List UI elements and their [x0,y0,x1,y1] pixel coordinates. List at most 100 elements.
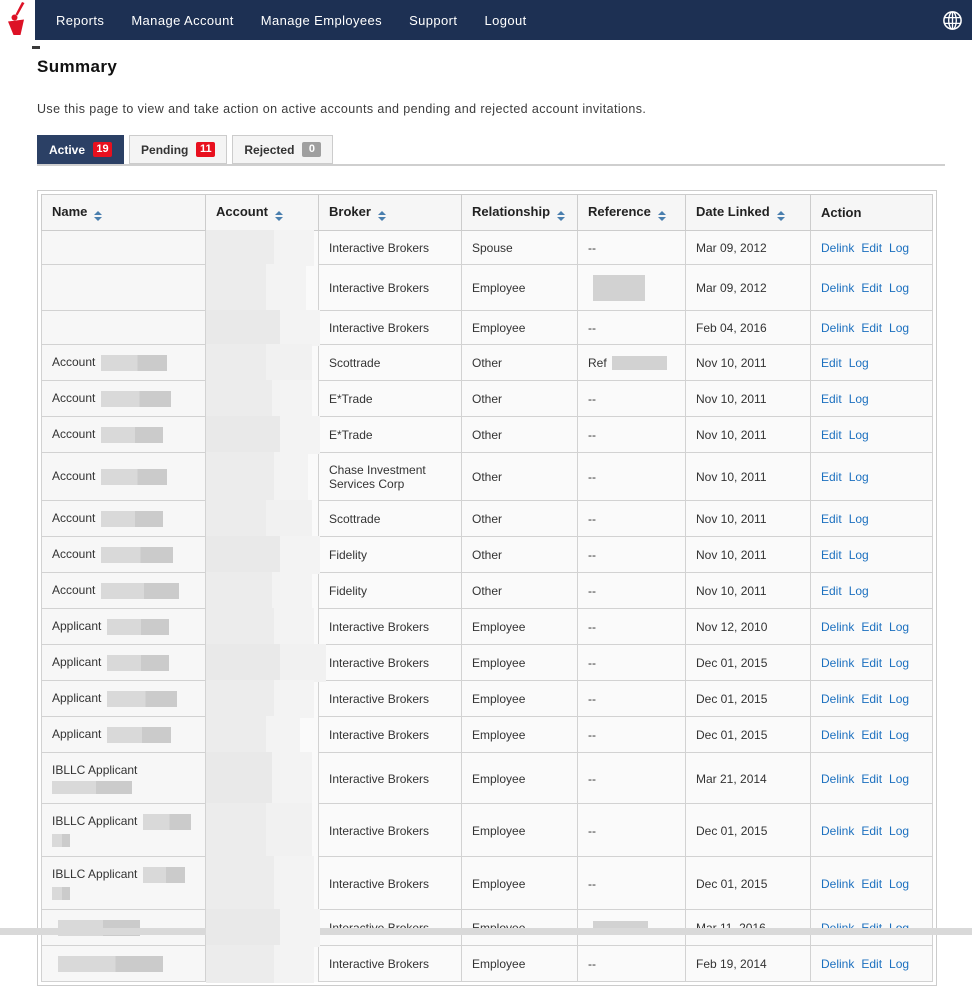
account-cell [206,500,319,538]
tab-bar: Active 19 Pending 11 Rejected 0 [37,135,945,166]
relationship-cell: Other [462,417,578,453]
action-link-edit[interactable]: Edit [821,392,842,406]
relationship-cell: Other [462,573,578,609]
action-link-log[interactable]: Log [889,876,910,891]
redacted-name-block [107,619,170,635]
action-link-edit[interactable]: Edit [821,584,842,598]
date-linked-cell: Nov 10, 2011 [686,501,811,537]
tab-pending[interactable]: Pending 11 [129,135,228,164]
action-link-log[interactable]: Log [889,241,910,255]
action-link-log[interactable]: Log [848,548,869,562]
action-link-delink[interactable]: Delink [821,321,855,335]
reference-text: -- [588,584,596,598]
nav-item-manage-employees[interactable]: Manage Employees [260,12,383,28]
broker-cell: Interactive Brokers [319,645,462,681]
action-link-log[interactable]: Log [889,281,910,295]
header-broker[interactable]: Broker [319,194,462,231]
action-link-edit[interactable]: Edit [821,548,842,562]
redacted-reference-block [611,356,667,371]
broker-cell: Interactive Brokers [319,804,462,857]
action-link-delink[interactable]: Delink [821,771,855,786]
action-link-edit[interactable]: Edit [821,356,842,370]
name-cell: Account [41,417,206,453]
action-link-edit[interactable]: Edit [861,656,883,670]
relationship-cell: Other [462,501,578,537]
action-link-log[interactable]: Log [889,957,910,971]
header-reference[interactable]: Reference [578,194,686,231]
action-link-edit[interactable]: Edit [861,876,883,891]
sort-icon [94,211,103,221]
reference-text: Ref [588,355,607,370]
action-link-edit[interactable]: Edit [861,823,883,838]
action-link-delink[interactable]: Delink [821,241,855,255]
action-link-edit[interactable]: Edit [821,470,842,484]
action-link-edit[interactable]: Edit [861,692,883,706]
action-link-log[interactable]: Log [889,823,910,838]
action-link-log[interactable]: Log [848,428,869,442]
brand-logo[interactable] [0,0,35,40]
action-link-edit[interactable]: Edit [861,321,883,335]
action-link-log[interactable]: Log [848,470,869,484]
action-link-log[interactable]: Log [889,620,910,634]
account-cell [206,716,319,754]
header-name[interactable]: Name [41,194,206,231]
nav-item-logout[interactable]: Logout [484,12,527,28]
action-link-edit[interactable]: Edit [821,512,842,526]
name-text: Account [52,547,96,562]
action-link-edit[interactable]: Edit [861,771,883,786]
reference-cell: -- [578,681,686,717]
reference-cell: -- [578,231,686,265]
nav-item-manage-account[interactable]: Manage Account [131,12,234,28]
action-link-log[interactable]: Log [889,321,910,335]
name-text: Applicant [52,619,102,634]
action-link-delink[interactable]: Delink [821,823,855,838]
tab-active[interactable]: Active 19 [37,135,125,164]
redacted-name-block [143,814,192,830]
action-link-log[interactable]: Log [848,356,869,370]
action-link-edit[interactable]: Edit [861,728,883,742]
action-link-edit[interactable]: Edit [861,620,883,634]
table-row: Account Fidelity Other -- Nov 10, 2011 E… [41,536,933,574]
account-cell [206,909,320,947]
action-link-delink[interactable]: Delink [821,728,855,742]
action-link-delink[interactable]: Delink [821,656,855,670]
reference-text: -- [588,470,596,484]
action-link-delink[interactable]: Delink [821,281,855,295]
tab-label: Pending [141,142,189,157]
action-link-delink[interactable]: Delink [821,692,855,706]
header-account[interactable]: Account [206,194,319,231]
redacted-account-block [206,680,314,718]
action-link-log[interactable]: Log [889,728,910,742]
horizontal-scrollbar-track[interactable] [0,928,972,935]
action-link-delink[interactable]: Delink [821,876,855,891]
name-text: IBLLC Applicant [52,814,138,829]
action-link-log[interactable]: Log [848,584,869,598]
action-link-edit[interactable]: Edit [861,957,883,971]
globe-icon[interactable] [942,10,963,31]
reference-cell: -- [578,537,686,573]
tab-rejected[interactable]: Rejected 0 [232,135,334,164]
table-row: Interactive Brokers Employee -- Feb 19, … [41,945,933,983]
brand-logo-icon [7,2,24,35]
nav-item-reports[interactable]: Reports [56,12,105,28]
action-link-edit[interactable]: Edit [861,241,883,255]
action-link-log[interactable]: Log [848,512,869,526]
header-date-linked[interactable]: Date Linked [686,194,811,231]
name-text: Applicant [52,727,102,742]
action-link-delink[interactable]: Delink [821,957,855,971]
action-link-log[interactable]: Log [889,692,910,706]
action-link-log[interactable]: Log [889,771,910,786]
header-relationship[interactable]: Relationship [462,194,578,231]
relationship-cell: Other [462,537,578,573]
account-cell [206,380,319,418]
action-link-log[interactable]: Log [889,656,910,670]
date-linked-cell: Dec 01, 2015 [686,717,811,753]
nav-item-support[interactable]: Support [409,12,458,28]
action-cell: Edit Log [811,417,933,453]
action-link-edit[interactable]: Edit [821,428,842,442]
action-link-delink[interactable]: Delink [821,620,855,634]
action-link-log[interactable]: Log [848,392,869,406]
header-label: Reference [588,204,651,219]
action-link-edit[interactable]: Edit [861,281,883,295]
